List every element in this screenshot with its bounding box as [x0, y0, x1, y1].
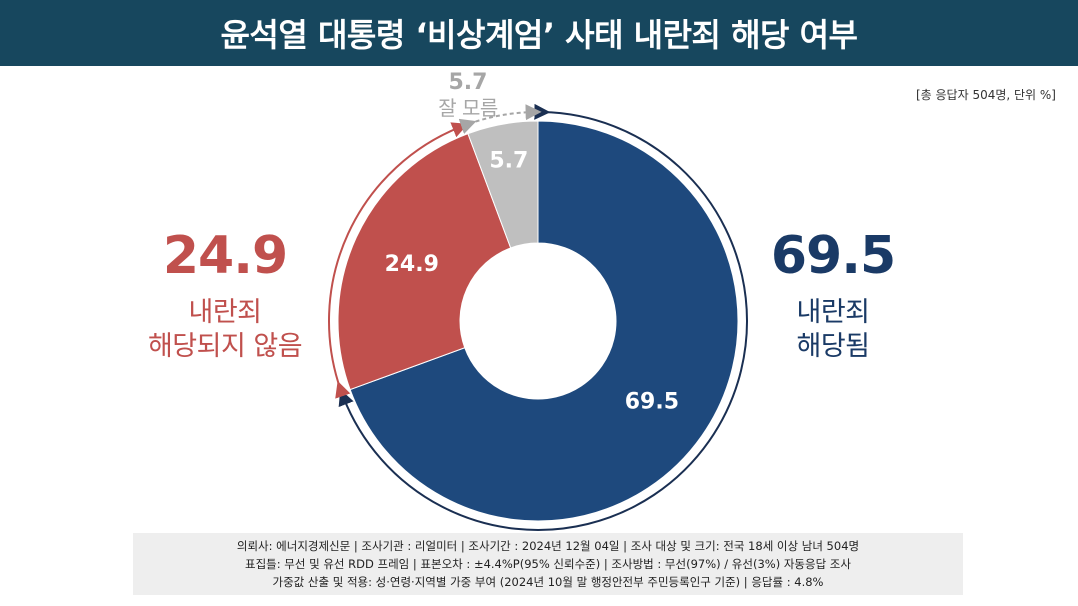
yes-label-line2: 해당됨 [796, 331, 870, 362]
bracket-arc-unknown [458, 104, 542, 134]
no-big-value: 24.9 [162, 226, 288, 286]
slice-applicable [349, 120, 739, 522]
no-label-line2: 해당되지 않음 [147, 331, 303, 362]
yes-big-value: 69.5 [770, 226, 896, 286]
footnote-line1: 의뢰사: 에너지경제신문 | 조사기관 : 리얼미터 | 조사기간 : 2024… [236, 539, 860, 553]
bracket-arc-not-applicable [328, 122, 469, 399]
no-label: 내란죄 해당되지 않음 [110, 296, 340, 364]
yes-label-line1: 내란죄 [796, 297, 870, 328]
footnote-line2: 표집틀: 무선 및 유선 RDD 프레임 | 표본오차 : ±4.4%P(95%… [245, 557, 851, 571]
yes-label: 내란죄 해당됨 [748, 296, 918, 364]
chart-title: 윤석열 대통령 ‘비상계엄’ 사태 내란죄 해당 여부 [220, 16, 858, 54]
title-bar: 윤석열 대통령 ‘비상계엄’ 사태 내란죄 해당 여부 [0, 0, 1078, 66]
unknown-label: 잘 모름 [438, 96, 498, 120]
slice-labels: 69.5 24.9 5.7 [385, 149, 679, 415]
unknown-big-value: 5.7 [448, 70, 488, 95]
bracket-arc-applicable [338, 103, 748, 531]
footnote-line3: 가중값 산출 및 적용: 성·연령·지역별 가중 부여 (2024년 10월 말… [272, 575, 824, 589]
no-label-line1: 내란죄 [188, 297, 262, 328]
unit-note: [총 응답자 504명, 단위 %] [915, 88, 1056, 102]
slice-value-label-applicable: 69.5 [625, 390, 679, 415]
bracket-arrows [328, 103, 748, 531]
slice-value-label-not-applicable: 24.9 [385, 252, 439, 277]
slice-value-label-unknown: 5.7 [489, 149, 528, 174]
donut-slices [337, 120, 739, 522]
survey-footnote: 의뢰사: 에너지경제신문 | 조사기관 : 리얼미터 | 조사기간 : 2024… [133, 533, 963, 595]
